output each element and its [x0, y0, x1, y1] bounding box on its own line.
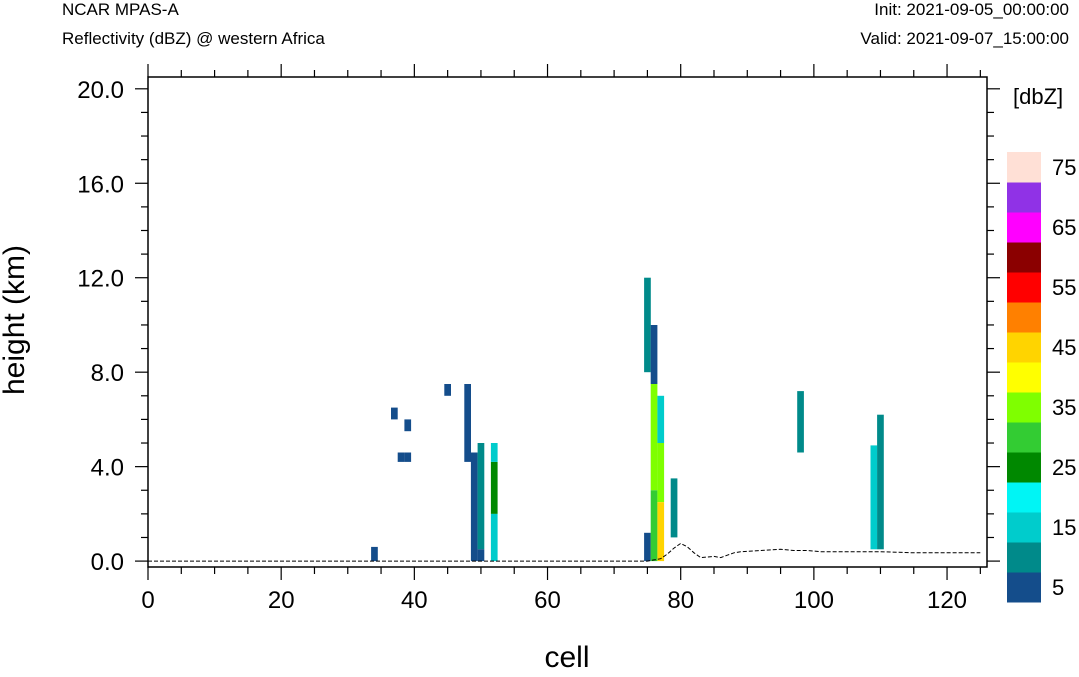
x-tick-label: 60 — [534, 587, 561, 614]
colorbar-tick-label: 5 — [1052, 575, 1064, 600]
y-tick-labels: 0.0 4.0 8.0 12.0 16.0 20.0 — [77, 77, 124, 576]
x-tick-label: 120 — [927, 587, 967, 614]
y-tick-label: 20.0 — [77, 77, 124, 104]
colorbar-tick-label: 75 — [1052, 155, 1076, 180]
model-name: NCAR MPAS-A — [62, 0, 179, 19]
x-tick-label: 40 — [401, 587, 428, 614]
colorbar-tick-label: 65 — [1052, 215, 1076, 240]
reflectivity-cell-3 — [404, 452, 412, 462]
colorbar-tick-label: 15 — [1052, 515, 1076, 540]
terrain-line — [148, 542, 981, 562]
valid-time: Valid: 2021-09-07_15:00:00 — [860, 29, 1069, 48]
reflectivity-cell-10 — [490, 461, 498, 514]
colorbar-swatch-25 — [1007, 452, 1041, 483]
reflectivity-cell-15 — [650, 325, 658, 384]
reflectivity-cell-17 — [650, 490, 658, 562]
colorbar-swatch-60 — [1007, 242, 1041, 273]
terrain-profile — [148, 542, 981, 562]
reflectivity-cell-9 — [477, 549, 485, 562]
plot-axes — [135, 64, 1000, 580]
plot-frame — [147, 76, 988, 568]
reflectivity-cell-23 — [870, 445, 878, 550]
y-tick-label: 16.0 — [77, 171, 124, 198]
reflectivity-cell-24 — [877, 414, 884, 550]
colorbar-tick-label: 45 — [1052, 335, 1076, 360]
colorbar: 5 15 25 35 45 55 65 75 — [1007, 152, 1076, 603]
colorbar-tick-label: 55 — [1052, 275, 1076, 300]
colorbar-swatch-40 — [1007, 362, 1041, 393]
reflectivity-cell-21 — [670, 478, 678, 538]
reflectivity-cell-12 — [490, 513, 498, 562]
x-axis-title: cell — [544, 641, 589, 674]
colorbar-swatch-15 — [1007, 512, 1041, 543]
y-tick-label: 8.0 — [91, 360, 124, 387]
reflectivity-cell-18 — [657, 502, 665, 562]
reflectivity-cell-8 — [477, 443, 485, 550]
reflectivity-cell-6 — [464, 384, 471, 462]
reflectivity-cell-22 — [797, 391, 804, 453]
init-time: Init: 2021-09-05_00:00:00 — [874, 0, 1069, 19]
plot-subtitle: Reflectivity (dBZ) @ western Africa — [62, 29, 325, 48]
x-tick-label: 100 — [794, 587, 834, 614]
colorbar-swatch-55 — [1007, 272, 1041, 303]
x-tick-labels: 0 20 40 60 80 100 120 — [141, 587, 967, 614]
y-axis-title: height (km) — [0, 245, 31, 395]
reflectivity-cell-20 — [657, 395, 665, 443]
reflectivity-cell-7 — [470, 452, 478, 562]
colorbar-swatch-75 — [1007, 152, 1041, 183]
reflectivity-cell-19 — [657, 443, 665, 502]
reflectivity-cell-14 — [644, 532, 651, 562]
reflectivity-cell-11 — [490, 443, 498, 462]
reflectivity-cell-13 — [644, 277, 651, 373]
colorbar-tick-label: 35 — [1052, 395, 1076, 420]
x-tick-label: 80 — [667, 587, 694, 614]
x-tick-label: 0 — [141, 587, 154, 614]
reflectivity-cell-1 — [391, 407, 398, 420]
colorbar-swatch-45 — [1007, 332, 1041, 363]
reflectivity-cell-0 — [371, 546, 378, 562]
colorbar-swatch-5 — [1007, 572, 1041, 603]
colorbar-swatch-20 — [1007, 482, 1041, 513]
y-tick-label: 0.0 — [91, 549, 124, 576]
colorbar-swatch-10 — [1007, 542, 1041, 573]
x-tick-label: 20 — [268, 587, 295, 614]
y-tick-label: 4.0 — [91, 455, 124, 482]
colorbar-label: [dbZ] — [1013, 84, 1063, 109]
reflectivity-cell-2 — [397, 452, 405, 462]
reflectivity-cell-4 — [404, 419, 412, 432]
colorbar-swatch-50 — [1007, 302, 1041, 333]
reflectivity-cell-16 — [650, 384, 658, 491]
reflectivity-cell-5 — [444, 384, 451, 396]
colorbar-tick-label: 25 — [1052, 455, 1076, 480]
colorbar-swatch-35 — [1007, 392, 1041, 423]
colorbar-swatch-65 — [1007, 212, 1041, 243]
colorbar-swatch-30 — [1007, 422, 1041, 453]
reflectivity-cells — [371, 277, 884, 562]
colorbar-swatch-70 — [1007, 182, 1041, 213]
y-tick-label: 12.0 — [77, 266, 124, 293]
